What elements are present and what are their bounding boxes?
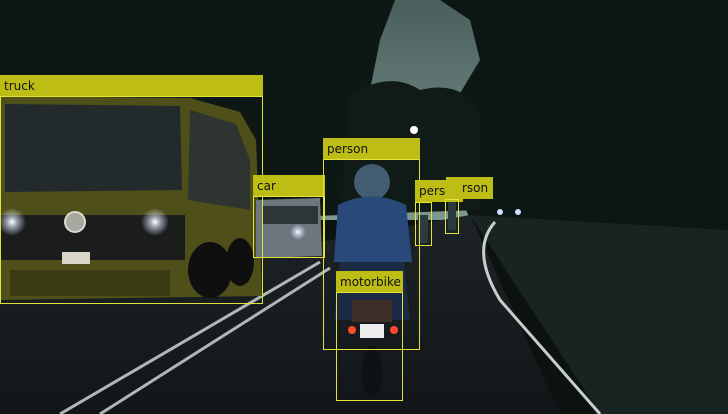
lane-line-right [482, 221, 602, 414]
lane-line-left-2 [99, 266, 331, 414]
detection-label-car: car [253, 175, 325, 196]
detection-box-motorbike [336, 292, 403, 401]
grass-right [470, 215, 728, 414]
distant-person-2 [448, 202, 456, 230]
van [0, 96, 262, 300]
detection-label-person-rider: person [323, 138, 420, 159]
lane-line-left [59, 260, 321, 414]
car-vehicle [256, 198, 322, 258]
detection-box-person-rider [323, 159, 420, 350]
street-light [410, 126, 418, 134]
detection-label-truck: truck [0, 75, 263, 96]
detection-box-car [253, 196, 325, 258]
detection-box-truck [0, 96, 263, 304]
trees-right [440, 0, 728, 260]
detection-box-person-far [445, 199, 459, 234]
distant-person-1 [418, 215, 428, 243]
detection-label-person-far: rson [446, 177, 493, 199]
road [0, 215, 560, 414]
detection-label-motorbike: motorbike [336, 271, 403, 292]
detection-box-person-distant [415, 202, 432, 246]
